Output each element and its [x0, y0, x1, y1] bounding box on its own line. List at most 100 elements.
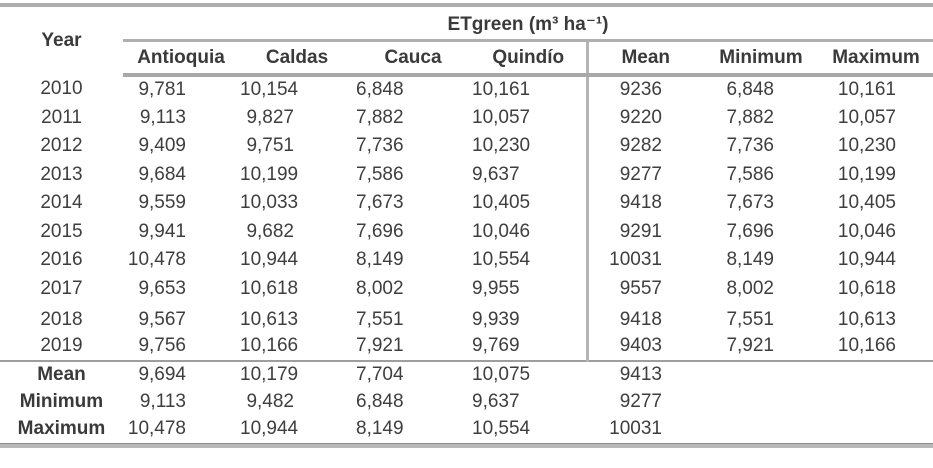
value-cell: 9,653 [138, 277, 186, 299]
value-cell: 10,075 [471, 359, 587, 388]
value-cell: 10,154 [240, 79, 299, 101]
value-cell: 10,046 [837, 220, 897, 242]
year-cell: 2014 [40, 192, 83, 214]
value-cell: 10,033 [240, 192, 299, 214]
table-row: 2015 9,941 9,682 7,696 10,046 9291 7,696 10,046 [0, 217, 933, 246]
value-cell: 8,002 [356, 277, 404, 299]
column-header-cauca: Cauca [355, 40, 471, 77]
value-cell [819, 416, 933, 444]
table-row: 2017 9,653 10,618 8,002 9,955 9557 8,002 10,618 [0, 274, 933, 303]
value-cell: 9277 [585, 160, 703, 189]
year-cell: 2017 [40, 277, 83, 299]
value-cell: 9,113 [139, 390, 186, 412]
value-cell: 9,756 [138, 334, 186, 356]
value-cell [703, 359, 819, 388]
value-cell: 7,736 [356, 135, 404, 157]
value-cell: 10031 [609, 418, 662, 440]
column-header-maximum: Maximum [819, 40, 933, 77]
value-cell: 10,179 [239, 359, 355, 388]
table-row: 2013 9,684 10,199 7,586 9,637 9277 7,586 10,199 [0, 160, 933, 189]
value-cell: 9,113 [139, 106, 186, 128]
value-cell: 10,161 [472, 79, 531, 101]
column-header-quindio: Quindío [471, 40, 587, 77]
value-cell: 9,559 [138, 192, 186, 214]
value-cell: 7,673 [726, 192, 774, 214]
table-row: 2011 9,113 9,827 7,882 10,057 9220 7,882 10,057 [0, 103, 933, 132]
value-cell: 10,057 [472, 106, 531, 128]
value-cell: 6,848 [356, 79, 404, 101]
value-cell: 8,149 [356, 418, 404, 440]
value-cell: 10,057 [837, 106, 897, 128]
table-row: 2016 10,478 10,944 8,149 10,554 10031 8,149 10,… [0, 246, 933, 275]
value-cell: 9418 [585, 303, 703, 332]
value-cell: 7,921 [356, 334, 404, 356]
value-cell [703, 416, 819, 444]
value-cell: 7,696 [726, 220, 774, 242]
value-cell: 10,554 [472, 418, 531, 440]
value-cell: 9,781 [138, 79, 186, 101]
value-cell: 7,736 [726, 135, 774, 157]
data-table: Year ETgreen (m³ ha⁻¹) Antioquia Caldas … [0, 3, 933, 443]
table-row: 2010 9,781 10,154 6,848 10,161 9236 6,848 10,16… [0, 75, 933, 104]
value-cell: 7,586 [726, 163, 774, 185]
value-cell: 7,586 [356, 163, 404, 185]
value-cell: 10,478 [127, 418, 186, 440]
year-cell: 2018 [40, 309, 83, 330]
year-cell: 2019 [40, 334, 83, 356]
value-cell: 10,613 [240, 309, 299, 330]
table-row: 2014 9,559 10,033 7,673 10,405 9418 7,673 10,40… [0, 189, 933, 218]
value-cell: 10,618 [837, 277, 897, 299]
value-cell: 8,002 [726, 277, 774, 299]
title-row: Year ETgreen (m³ ha⁻¹) [0, 5, 933, 51]
value-cell: 10,199 [837, 163, 897, 185]
value-cell: 10,199 [240, 163, 299, 185]
value-cell: 6,848 [356, 390, 404, 412]
column-header-minimum: Minimum [703, 40, 819, 77]
value-cell: 10,161 [837, 79, 897, 101]
year-cell: 2012 [40, 135, 83, 157]
value-cell: 7,673 [356, 192, 404, 214]
value-cell: 9,409 [138, 135, 186, 157]
value-cell: 10,613 [837, 309, 897, 330]
table-body: 2010 9,781 10,154 6,848 10,161 9236 6,848 10,16… [0, 75, 933, 361]
year-cell: 2010 [40, 78, 83, 100]
value-cell: 10,166 [240, 334, 299, 356]
stat-label-cell: Minimum [19, 390, 104, 412]
value-cell: 10,046 [472, 220, 531, 242]
value-cell: 9,637 [472, 390, 520, 412]
value-cell [819, 359, 933, 388]
value-cell [703, 388, 819, 416]
value-cell: 7,696 [356, 220, 404, 242]
value-cell: 9557 [585, 274, 703, 303]
table-row: 2018 9,567 10,613 7,551 9,939 9418 7,551 10,613 [0, 303, 933, 332]
value-cell: 10,230 [837, 135, 897, 157]
value-cell: 9,751 [246, 135, 294, 157]
value-cell: 10,230 [472, 135, 531, 157]
value-cell: 9,827 [246, 106, 294, 128]
value-cell: 9,939 [472, 309, 520, 330]
table-title: ETgreen (m³ ha⁻¹) [123, 5, 933, 42]
stat-label-cell: Mean [0, 359, 123, 388]
column-header-antioquia: Antioquia [123, 40, 239, 77]
table-header: Year ETgreen (m³ ha⁻¹) Antioquia Caldas … [0, 5, 933, 77]
stat-label-cell: Maximum [17, 418, 106, 440]
value-cell: 9282 [585, 132, 703, 161]
value-cell: 10,166 [837, 334, 897, 356]
value-cell: 7,921 [726, 334, 774, 356]
value-cell: 8,149 [356, 249, 404, 271]
value-cell: 10,944 [837, 249, 897, 271]
column-header-year: Year [41, 30, 82, 51]
value-cell: 10,944 [240, 249, 299, 271]
year-cell: 2015 [40, 220, 83, 242]
table-row: Maximum 10,478 10,944 8,149 10,554 10031 [0, 416, 933, 444]
value-cell: 9,684 [138, 163, 186, 185]
value-cell: 6,848 [726, 79, 774, 101]
value-cell: 7,882 [356, 106, 404, 128]
value-cell: 7,882 [726, 106, 774, 128]
value-cell: 9403 [585, 332, 703, 361]
table-footer: Mean 9,694 10,179 7,704 10,075 9413 Minimum 9,1… [0, 359, 933, 444]
value-cell: 9220 [585, 103, 703, 132]
table-row: Mean 9,694 10,179 7,704 10,075 9413 [0, 359, 933, 388]
value-cell: 9,955 [472, 277, 520, 299]
